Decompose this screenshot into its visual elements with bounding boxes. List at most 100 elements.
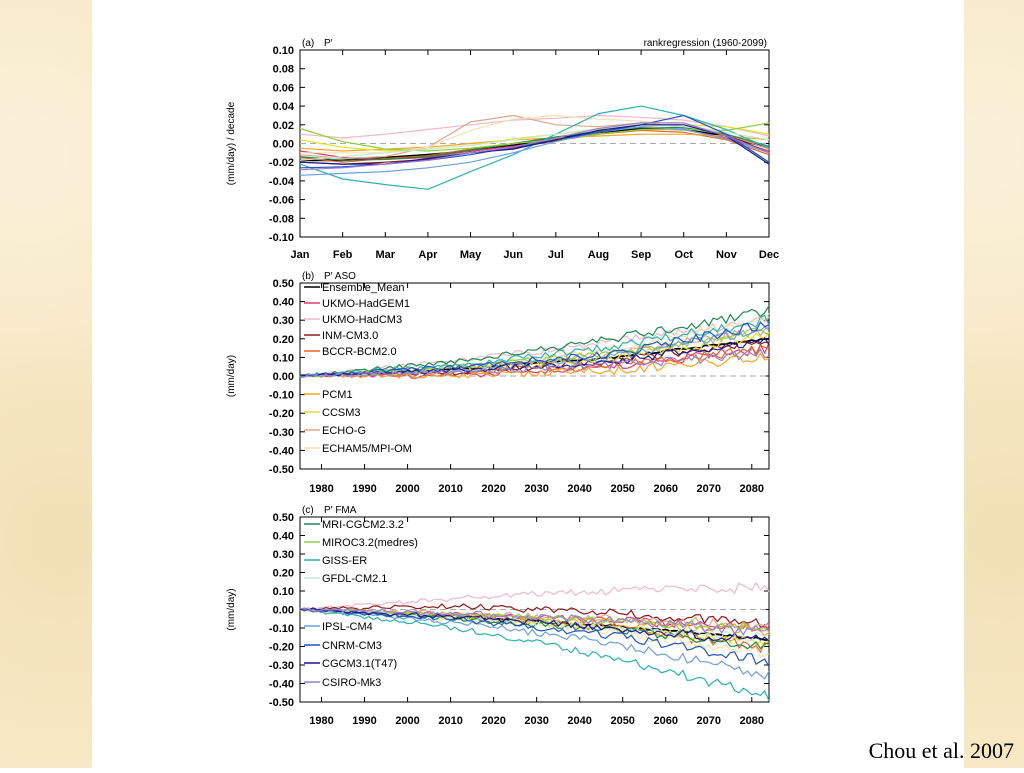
y-tick-label: 0.06 xyxy=(273,82,294,94)
series-line xyxy=(299,581,770,611)
y-tick-label: 0.00 xyxy=(273,605,294,617)
y-tick-label: -0.30 xyxy=(269,427,294,439)
figure-svg: -0.10 -0.08 -0.06 -0.04 -0.02 0.00 0.02 0.04 0.0… xyxy=(226,38,779,727)
legend-entry: CCSM3 xyxy=(322,407,361,419)
y-tick-label: 0.40 xyxy=(273,531,294,543)
series-line-csiro-mk3 xyxy=(299,607,770,636)
series-line xyxy=(299,133,770,152)
y-axis-label: (mm/day) xyxy=(226,355,237,397)
legend-entry: GFDL-CM2.1 xyxy=(322,573,387,585)
x-tick-label: Apr xyxy=(418,249,438,261)
series-line-pcm1 xyxy=(299,352,770,379)
panel-title-right: rankregression (1960-2099) xyxy=(644,38,767,49)
x-tick-label: Nov xyxy=(716,249,738,261)
y-tick-label: 0.10 xyxy=(273,586,294,598)
panel-title: P′ FMA xyxy=(324,505,357,516)
panel-title: P′ xyxy=(324,38,333,49)
x-tick-label: 2040 xyxy=(567,715,591,727)
y-tick-label: -0.20 xyxy=(269,408,294,420)
legend-entry: INM-CM3.0 xyxy=(322,330,378,342)
x-tick-label: 2070 xyxy=(697,715,721,727)
x-tick-label: Dec xyxy=(759,249,779,261)
legend-entry: GISS-ER xyxy=(322,555,367,567)
y-tick-label: -0.40 xyxy=(269,445,294,457)
x-tick-label: 1990 xyxy=(352,483,376,495)
legend-entry: UKMO-HadGEM1 xyxy=(322,298,410,310)
x-tick-label: 2000 xyxy=(395,715,419,727)
x-tick-label: Oct xyxy=(675,249,694,261)
citation-credit: Chou et al. 2007 xyxy=(868,738,1014,763)
y-tick-label: 0.20 xyxy=(273,334,294,346)
x-tick-label: 2010 xyxy=(438,715,462,727)
y-tick-label: -0.50 xyxy=(269,464,294,476)
legend-entry: CSIRO-Mk3 xyxy=(322,677,381,689)
legend-entry: IPSL-CM4 xyxy=(322,621,373,633)
legend-entry: UKMO-HadCM3 xyxy=(322,314,402,326)
x-tick-label: Jul xyxy=(548,249,564,261)
y-tick-label: 0.08 xyxy=(273,64,294,76)
x-tick-label: May xyxy=(460,249,482,261)
slide-background-right xyxy=(964,0,1024,768)
x-tick-label: Jun xyxy=(503,249,523,261)
x-tick-label: 2020 xyxy=(481,715,505,727)
legend-entry: CGCM3.1(T47) xyxy=(322,658,397,670)
y-tick-label: -0.06 xyxy=(269,195,294,207)
y-tick-label: -0.10 xyxy=(269,390,294,402)
series-line xyxy=(299,122,770,152)
series-line xyxy=(299,124,770,161)
y-tick-label: 0.02 xyxy=(273,120,294,132)
series-line xyxy=(299,321,770,378)
y-axis-label: (mm/day) xyxy=(226,588,237,630)
y-tick-label: 0.50 xyxy=(273,278,294,290)
x-tick-label: 1990 xyxy=(352,715,376,727)
x-tick-label: Sep xyxy=(631,249,651,261)
legend-entry: ECHAM5/MPI-OM xyxy=(322,443,412,455)
legend-entry: PCM1 xyxy=(322,389,353,401)
series-line xyxy=(299,326,770,378)
y-tick-label: 0.30 xyxy=(273,549,294,561)
legend-entry: Ensemble_Mean xyxy=(322,282,405,294)
chart-panel-3: -0.50 -0.40 -0.30 -0.20 -0.10 0.00 0.10 0.20 0.3… xyxy=(226,505,770,727)
x-tick-label: 2050 xyxy=(610,715,634,727)
series-line xyxy=(299,608,770,654)
y-tick-label: 0.20 xyxy=(273,568,294,580)
legend-entry: BCCR-BCM2.0 xyxy=(322,346,397,358)
x-tick-label: 2040 xyxy=(567,483,591,495)
y-tick-label: -0.20 xyxy=(269,642,294,654)
legend-entry: ECHO-G xyxy=(322,425,366,437)
y-tick-label: -0.04 xyxy=(269,176,295,188)
legend-entry: MRI-CGCM2.3.2 xyxy=(322,519,404,531)
y-tick-label: 0.04 xyxy=(273,101,295,113)
x-tick-label: Jan xyxy=(291,249,310,261)
y-tick-label: 0.30 xyxy=(273,315,294,327)
y-tick-label: 0.40 xyxy=(273,297,294,309)
x-tick-label: 2050 xyxy=(610,483,634,495)
y-tick-label: -0.10 xyxy=(269,232,294,244)
x-tick-label: Aug xyxy=(588,249,609,261)
legend-entry: MIROC3.2(medres) xyxy=(322,537,418,549)
slide-background-left xyxy=(0,0,92,768)
y-tick-label: -0.40 xyxy=(269,679,294,691)
series-line xyxy=(299,348,770,378)
series-line-miroc3-2-medres- xyxy=(300,608,770,633)
series-line xyxy=(299,124,770,165)
x-tick-label: 2000 xyxy=(395,483,419,495)
y-tick-label: 0.00 xyxy=(273,139,294,151)
x-tick-label: Mar xyxy=(375,249,395,261)
y-tick-label: -0.10 xyxy=(269,623,294,635)
x-tick-label: Feb xyxy=(333,249,353,261)
x-tick-label: 2060 xyxy=(653,715,677,727)
y-tick-label: -0.50 xyxy=(269,697,294,709)
series-line-cnrm-cm3 xyxy=(299,608,770,667)
x-tick-label: 2080 xyxy=(740,483,764,495)
chart-panel-2: -0.50 -0.40 -0.30 -0.20 -0.10 0.00 0.10 0.20 0.3… xyxy=(226,271,770,495)
y-tick-label: 0.10 xyxy=(273,352,294,364)
x-tick-label: 2030 xyxy=(524,715,548,727)
x-tick-label: 2070 xyxy=(697,483,721,495)
y-axis-label: (mm/day) / decade xyxy=(226,101,237,185)
series-line xyxy=(299,305,770,377)
x-tick-label: 1980 xyxy=(309,715,333,727)
series-line xyxy=(299,127,770,161)
x-tick-label: 2030 xyxy=(524,483,548,495)
y-tick-label: -0.30 xyxy=(269,660,294,672)
